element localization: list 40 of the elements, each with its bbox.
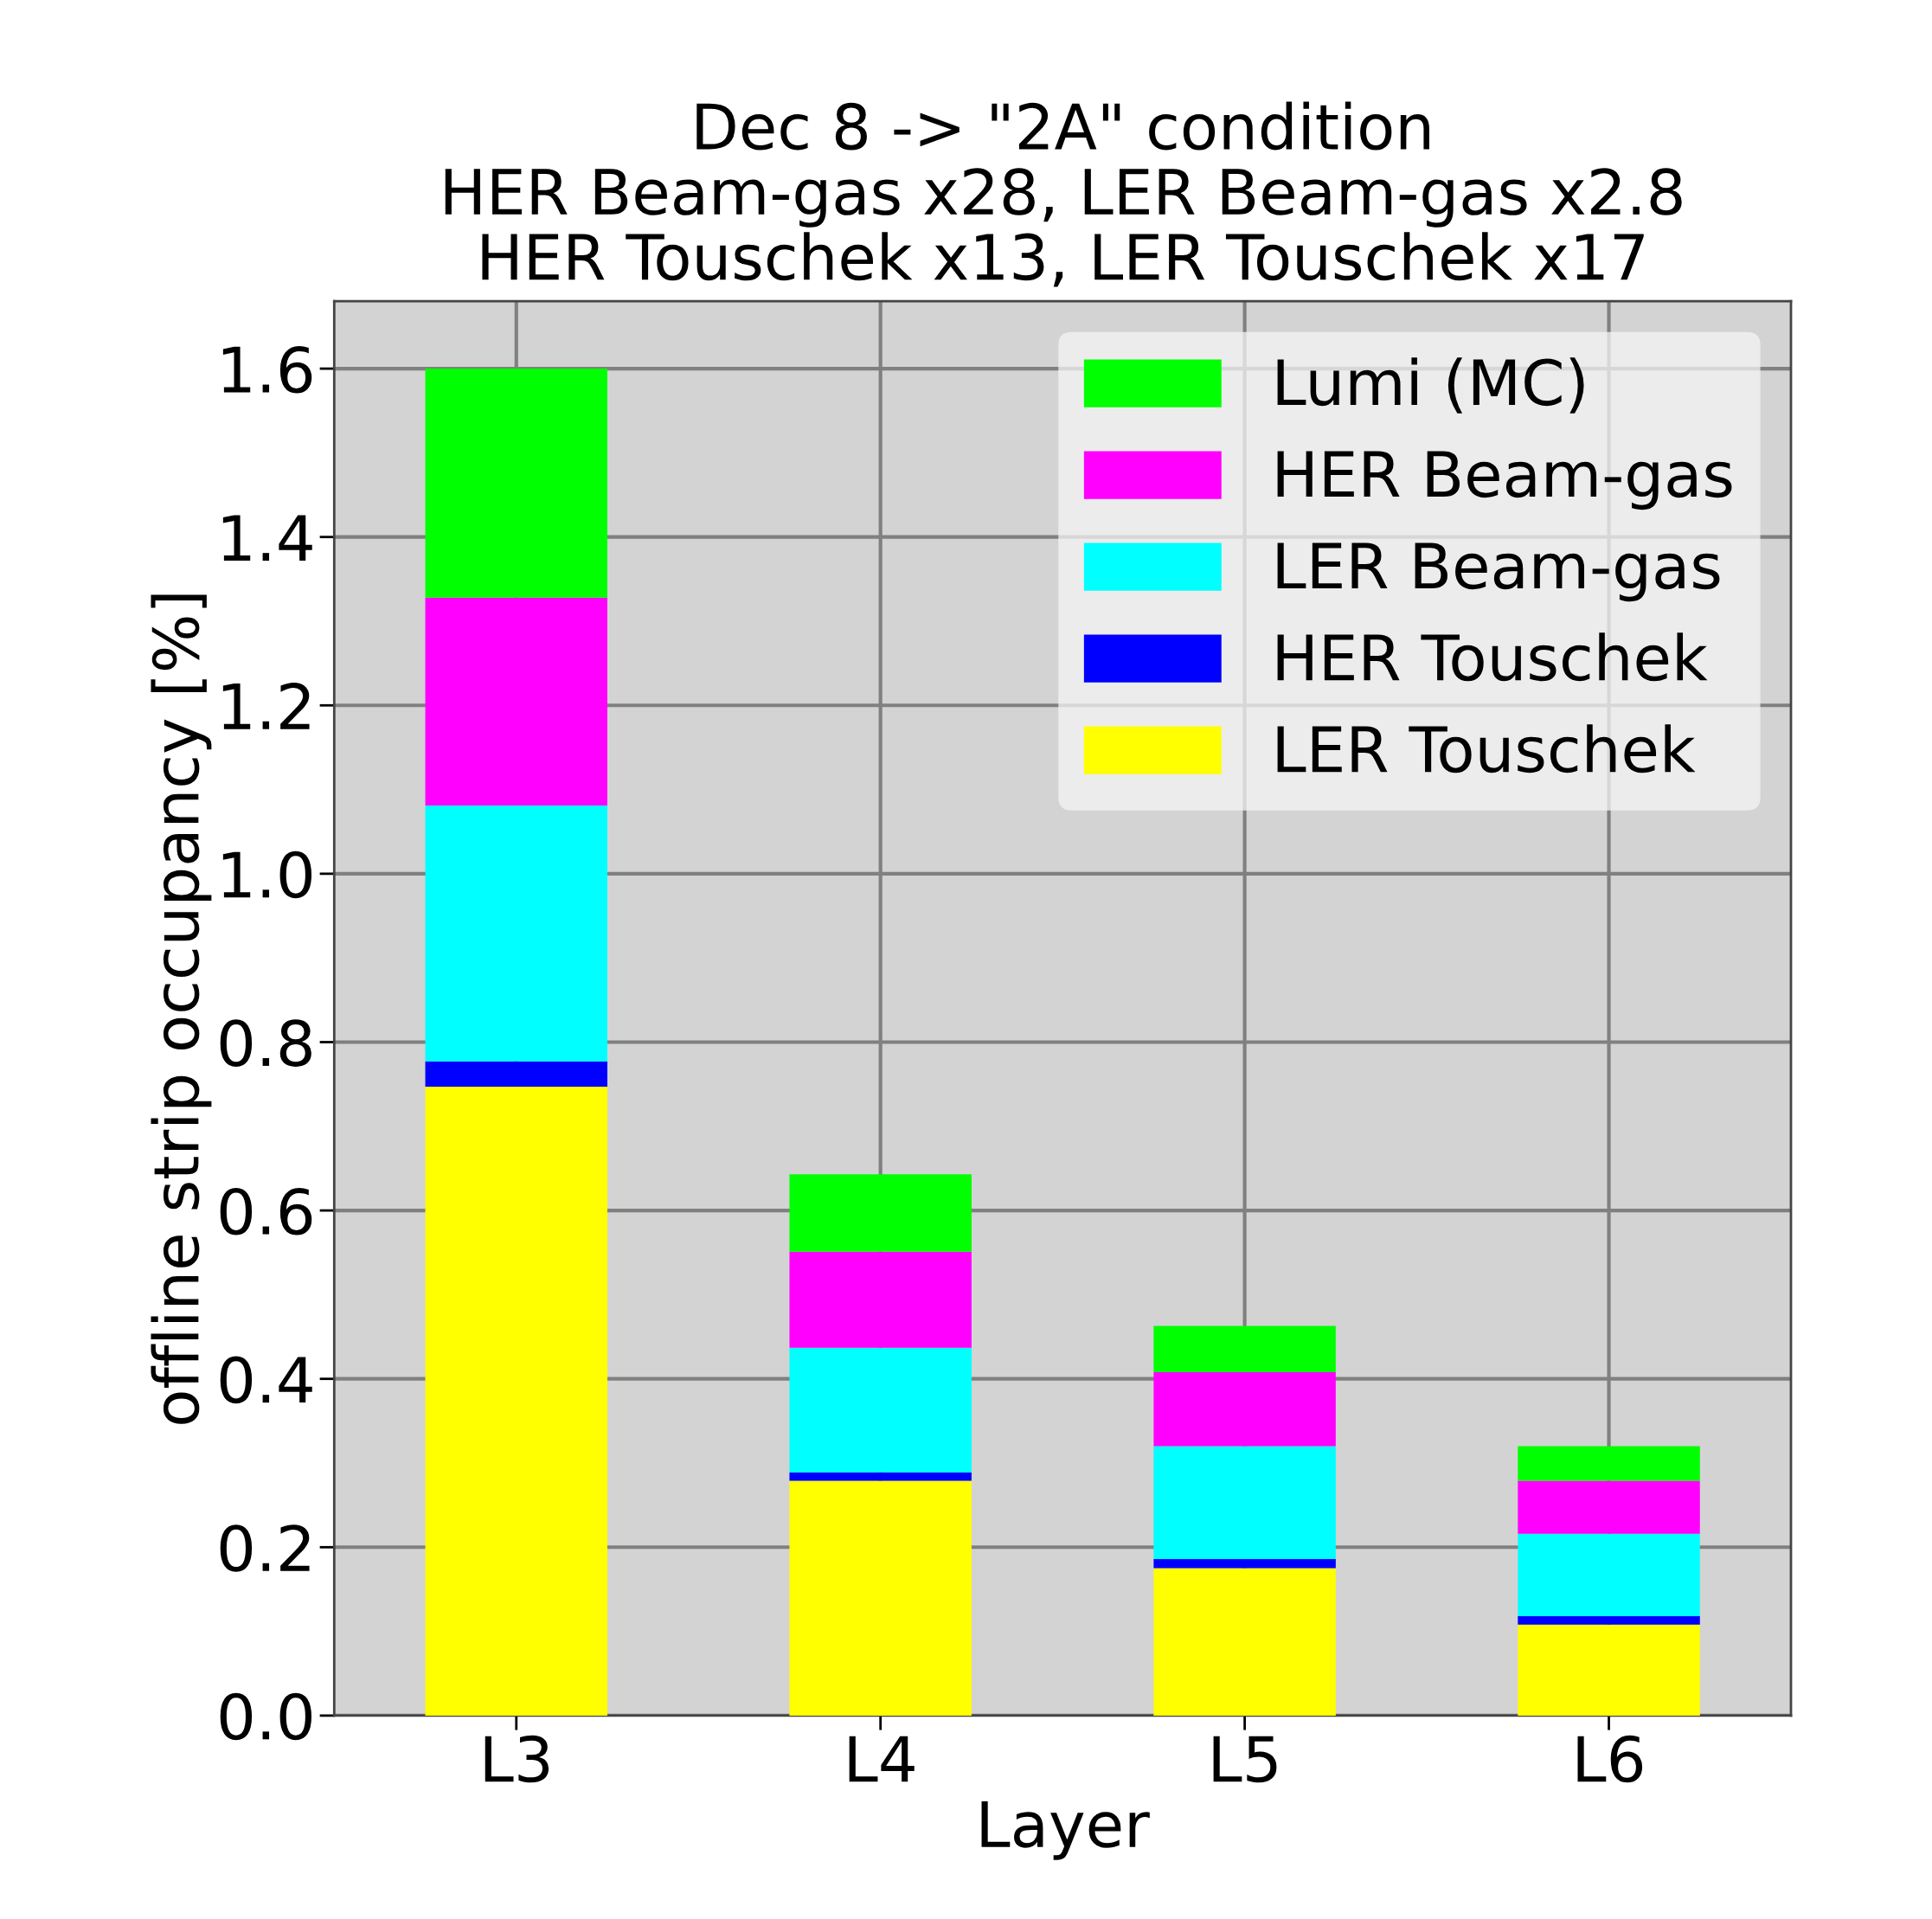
bar [789,1480,972,1716]
y-tick-label: 0.2 [220,1524,310,1572]
bar [1153,1371,1336,1447]
bar [425,369,607,598]
bar [1153,1558,1336,1569]
y-tick-label: 1.6 [222,345,312,394]
x-axis-title: Layer [981,1801,1150,1860]
x-tick-label: L6 [1577,1735,1643,1783]
bar [789,1347,972,1473]
bar [425,597,607,806]
y-tick-label: 0.0 [220,1692,311,1741]
y-tick-label: 1.2 [222,683,310,729]
y-tick-label: 1.0 [222,850,311,899]
legend-label: HER Touschek [1277,632,1708,682]
bar [1518,1533,1700,1617]
bar [1153,1568,1336,1716]
legend-label: LER Beam-gas [1277,542,1720,602]
chart-title: Dec 8 -> "2A" condition HER Beam-gas x28, LER Beam-gas x2.8 HER Touschek x13, LER Touschek x17 [445,101,1682,287]
bar [789,1251,972,1348]
bar [1153,1325,1336,1372]
y-tick-label: 1.4 [222,515,312,562]
y-tick-label: 0.6 [220,1187,312,1235]
legend-label: Lumi (MC) [1277,357,1584,414]
x-tick-label: L3 [485,1735,549,1783]
bar [789,1472,972,1481]
x-tick-label: L4 [849,1736,915,1782]
bar [425,1087,607,1716]
bar [789,1174,972,1252]
bar [1518,1446,1700,1481]
y-tick-label: 0.8 [220,1019,311,1067]
legend-label: LER Touschek [1277,724,1696,773]
x-tick-label: L5 [1213,1736,1277,1783]
bar [1518,1480,1700,1534]
bar [1518,1624,1700,1716]
legend-label: HER Beam-gas [1277,451,1732,510]
bar [1153,1446,1336,1559]
y-axis-title: offline strip occupancy [%] [151,594,212,1424]
bar [1518,1616,1700,1625]
y-tick-label: 0.4 [220,1356,312,1404]
bar [425,1061,607,1088]
